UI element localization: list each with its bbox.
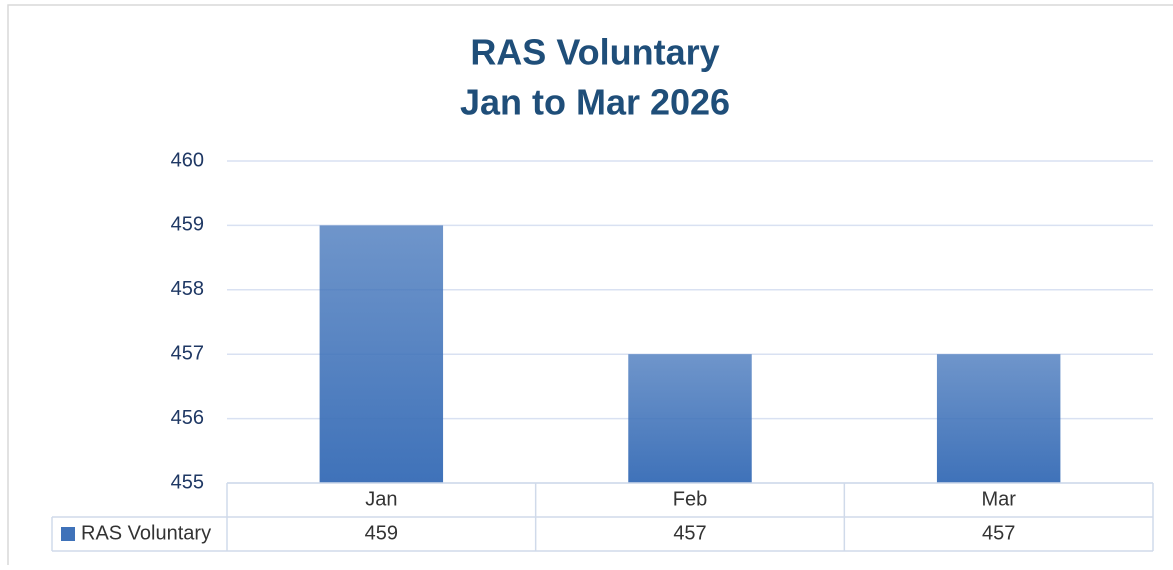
y-tick-label: 456 <box>171 407 204 429</box>
bar <box>628 354 752 483</box>
x-tick-label: Mar <box>981 488 1016 510</box>
legend-key <box>61 527 75 541</box>
y-tick-label: 458 <box>171 278 204 300</box>
bar <box>936 354 1061 483</box>
y-tick-label: 460 <box>171 149 204 171</box>
chart-subtitle: Jan to Mar 2026 <box>460 82 730 123</box>
y-tick-label: 457 <box>171 342 204 364</box>
legend-label: RAS Voluntary <box>81 522 211 544</box>
y-tick-label: 455 <box>171 471 204 493</box>
table-value: 459 <box>365 522 398 544</box>
chart-title: RAS Voluntary <box>470 32 719 73</box>
x-tick-label: Jan <box>365 488 397 510</box>
y-tick-label: 459 <box>171 214 204 236</box>
chart-border <box>7 4 1173 570</box>
bar <box>319 225 444 483</box>
table-value: 457 <box>982 522 1015 544</box>
x-tick-label: Feb <box>673 488 707 510</box>
table-value: 457 <box>673 522 706 544</box>
